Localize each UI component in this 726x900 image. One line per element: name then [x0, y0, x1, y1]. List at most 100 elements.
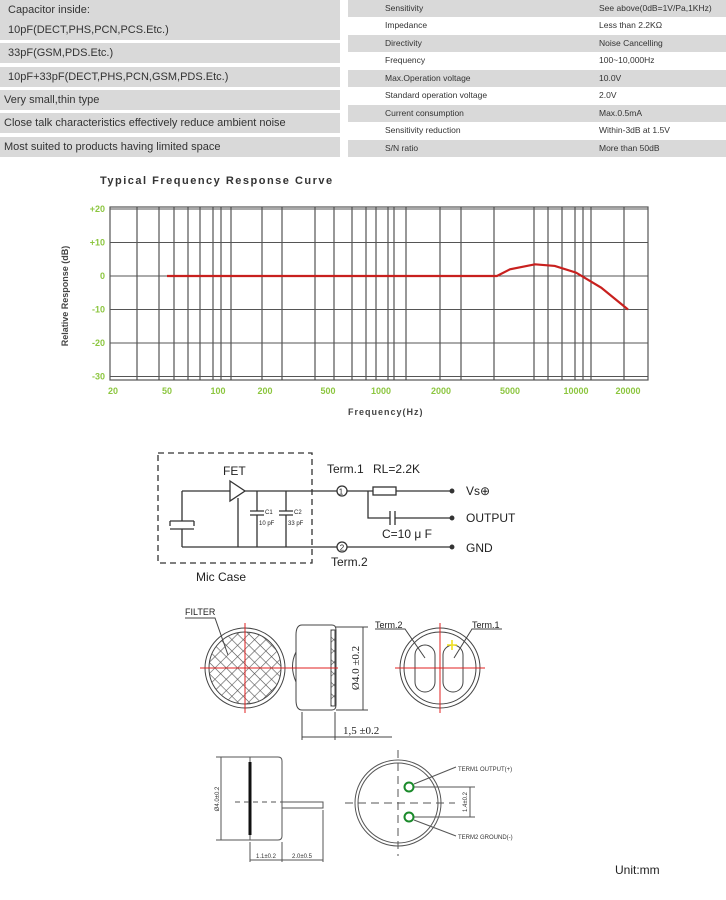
- spec-value: Noise Cancelling: [599, 38, 663, 48]
- output-label: OUTPUT: [466, 511, 516, 525]
- spec-row: Sensitivity reduction Within-3dB at 1.5V: [348, 122, 726, 139]
- c1-label: C1: [265, 510, 273, 516]
- spec-value: More than 50dB: [599, 143, 660, 153]
- spec-key: Impedance: [385, 20, 428, 30]
- feature-row: 33pF(GSM,PDS.Etc.): [0, 43, 340, 63]
- term2-ground-label: TERM2 GROUND(-): [458, 835, 513, 841]
- spec-row: Standard operation voltage 2.0V: [348, 87, 726, 104]
- dim-1-4-label: 1.4±0.2: [463, 791, 469, 812]
- circuit-labels: 1 2 FET Term.1 RL=2.2K Vs⊕ OUTPUT C=10 μ…: [196, 462, 516, 584]
- mic-element-icon: [169, 520, 195, 530]
- spec-value: Less than 2.2KΩ: [599, 20, 663, 30]
- plus-mark-icon: [447, 640, 457, 650]
- spec-value: Within-3dB at 1.5V: [599, 125, 670, 135]
- frequency-response-chart: Typical Frequency Response Curve +20 +10 0…: [60, 175, 649, 417]
- term2-drawing-label: Term.2: [375, 620, 403, 630]
- y-tick-label: +10: [90, 238, 105, 248]
- spec-key: S/N ratio: [385, 143, 419, 153]
- term1-drawing-label: Term.1: [472, 620, 500, 630]
- spec-row: S/N ratio More than 50dB: [348, 140, 726, 157]
- term1-output-label: TERM1 OUTPUT(+): [458, 767, 512, 773]
- spec-row: Frequency 100~10,000Hz: [348, 52, 726, 69]
- feature-row: Close talk characteristics effectively r…: [0, 113, 340, 133]
- mic-case-label: Mic Case: [196, 570, 246, 584]
- spec-value: 100~10,000Hz: [599, 55, 655, 65]
- diameter2-label: Ø4.0±0.2: [215, 786, 221, 811]
- term2-pin-icon: [336, 541, 348, 553]
- feature-row: Most suited to products having limited s…: [0, 137, 340, 157]
- circuit-diagram: [157, 452, 455, 564]
- spec-value: Max.0.5mA: [599, 108, 642, 118]
- spec-row: Sensitivity See above(0dB=1V/Pa,1KHz): [348, 0, 726, 17]
- dim-1-1-label: 1.1±0.2: [256, 854, 277, 860]
- pin2-label: 2: [340, 544, 345, 553]
- x-tick-label: 5000: [500, 386, 520, 396]
- drawing-labels-top: FILTER Ø4.0 ±0.2 1,5 ±0.2 Term.2 Term.1: [185, 607, 500, 737]
- spec-key: Standard operation voltage: [385, 90, 488, 100]
- x-tick-label: 200: [257, 386, 272, 396]
- unit-label: Unit:mm: [615, 863, 660, 877]
- term2-label: Term.2: [331, 555, 368, 569]
- c2-label: C2: [294, 510, 302, 516]
- term1-pin-icon: [403, 781, 415, 793]
- y-tick-label: -20: [92, 338, 105, 348]
- x-tick-label: 20000: [615, 386, 640, 396]
- mechanical-drawing-top: [185, 617, 502, 740]
- x-tick-label: 10000: [563, 386, 588, 396]
- spec-row: Current consumption Max.0.5mA: [348, 105, 726, 122]
- spec-key: Sensitivity reduction: [385, 125, 461, 135]
- x-tick-label: 500: [320, 386, 335, 396]
- x-tick-label: 20: [108, 386, 118, 396]
- spec-value: See above(0dB=1V/Pa,1KHz): [599, 3, 712, 13]
- term2-pin-icon: [403, 811, 415, 823]
- x-tick-label: 100: [210, 386, 225, 396]
- y-tick-label: +20: [90, 204, 105, 214]
- term1-label: Term.1: [327, 462, 364, 476]
- spec-row: Directivity Noise Cancelling: [348, 35, 726, 52]
- fet-label: FET: [223, 464, 246, 478]
- y-axis-label: Relative Response (dB): [60, 246, 70, 347]
- y-tick-label: 0: [100, 271, 105, 281]
- fet-amplifier-icon: [229, 479, 247, 503]
- feature-row: Very small,thin type: [0, 90, 340, 110]
- mechanical-drawing-bottom: [216, 750, 475, 862]
- response-curve: [167, 263, 629, 311]
- capacitor-icon: [250, 510, 396, 525]
- spec-key: Current consumption: [385, 108, 464, 118]
- y-tick-label: -30: [92, 372, 105, 382]
- x-axis-label: Frequency(Hz): [348, 407, 424, 417]
- spec-key: Sensitivity: [385, 3, 424, 13]
- filter-label: FILTER: [185, 607, 216, 617]
- mic-case-box: [157, 452, 313, 564]
- spec-key: Max.Operation voltage: [385, 73, 471, 83]
- thickness-label: 1,5 ±0.2: [343, 725, 379, 737]
- plot-frame: [109, 206, 649, 381]
- gnd-label: GND: [466, 541, 493, 555]
- chart-title: Typical Frequency Response Curve: [100, 175, 334, 187]
- c2-value: 33 pF: [288, 521, 304, 527]
- feature-row: Capacitor inside:: [0, 0, 340, 20]
- cap-label: C=10 μ F: [382, 527, 432, 541]
- feature-row: 10pF+33pF(DECT,PHS,PCN,GSM,PDS.Etc.): [0, 67, 340, 87]
- rl-label: RL=2.2K: [373, 462, 420, 476]
- term1-pin-icon: [336, 485, 348, 497]
- y-tick-label: -10: [92, 305, 105, 315]
- spec-key: Directivity: [385, 38, 422, 48]
- spec-value: 10.0V: [599, 73, 622, 83]
- dim-2-0-label: 2.0±0.5: [292, 854, 313, 860]
- spec-row: Max.Operation voltage 10.0V: [348, 70, 726, 87]
- x-tick-label: 50: [162, 386, 172, 396]
- feature-row: 10pF(DECT,PHS,PCN,PCS.Etc.): [0, 20, 340, 40]
- pin1-label: 1: [339, 488, 344, 497]
- x-tick-label: 2000: [431, 386, 451, 396]
- vs-label: Vs⊕: [466, 484, 490, 498]
- c1-value: 10 pF: [259, 521, 275, 527]
- spec-value: 2.0V: [599, 90, 617, 100]
- spec-key: Frequency: [385, 55, 426, 65]
- spec-row: Impedance Less than 2.2KΩ: [348, 17, 726, 34]
- resistor-icon: [372, 486, 397, 496]
- drawing-labels-bottom: Ø4.0±0.2 1.1±0.2 2.0±0.5 1.4±0.2 TERM1 O…: [215, 767, 660, 877]
- x-tick-label: 1000: [371, 386, 391, 396]
